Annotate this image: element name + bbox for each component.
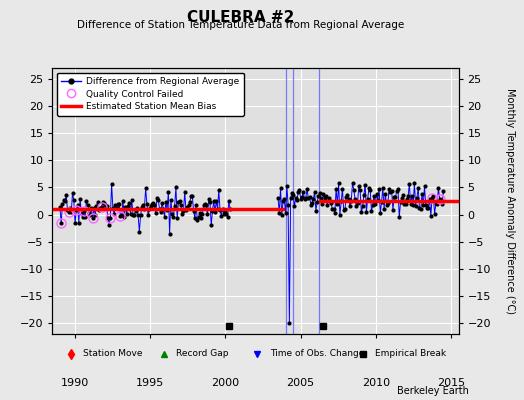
Text: 1990: 1990 [61, 378, 89, 388]
Text: CULEBRA #2: CULEBRA #2 [188, 10, 294, 25]
Text: 2005: 2005 [287, 378, 314, 388]
Text: Berkeley Earth: Berkeley Earth [397, 386, 469, 396]
Text: Empirical Break: Empirical Break [375, 350, 446, 358]
Text: Record Gap: Record Gap [176, 350, 229, 358]
Text: Time of Obs. Change: Time of Obs. Change [270, 350, 364, 358]
Legend: Difference from Regional Average, Quality Control Failed, Estimated Station Mean: Difference from Regional Average, Qualit… [57, 72, 244, 116]
Text: 2000: 2000 [211, 378, 239, 388]
Y-axis label: Monthly Temperature Anomaly Difference (°C): Monthly Temperature Anomaly Difference (… [505, 88, 515, 314]
Text: 1995: 1995 [136, 378, 165, 388]
Text: Station Move: Station Move [83, 350, 143, 358]
Text: 2010: 2010 [362, 378, 390, 388]
Text: Difference of Station Temperature Data from Regional Average: Difference of Station Temperature Data f… [78, 20, 405, 30]
Text: 2015: 2015 [437, 378, 465, 388]
